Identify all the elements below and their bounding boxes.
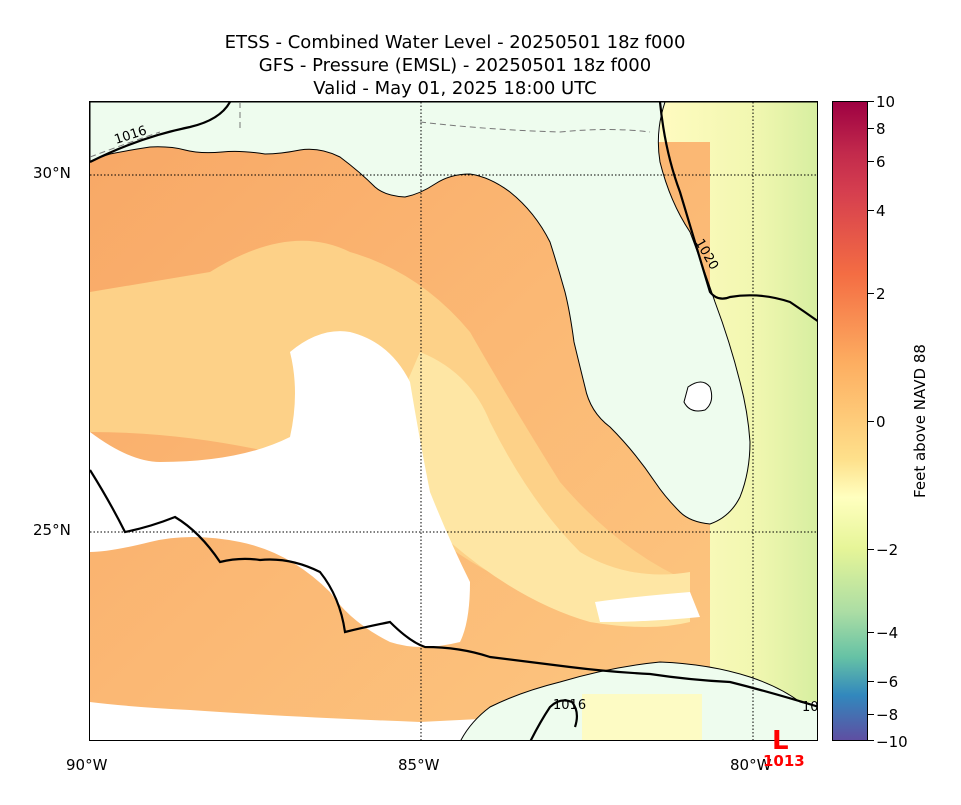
cuba-shelf-shading <box>582 694 702 740</box>
colorbar-tick <box>868 632 874 633</box>
colorbar-label-2: 2 <box>876 285 886 303</box>
isobar-1016-cuba <box>529 699 579 740</box>
us-land-mass <box>90 102 817 525</box>
lat-label-30n: 30°N <box>33 164 71 182</box>
colorbar-tick <box>868 210 874 211</box>
colorbar-tick <box>868 421 874 422</box>
colorbar-tick <box>868 161 874 162</box>
colorbar-label-10: 10 <box>876 93 896 111</box>
isobar-1016-south <box>90 469 817 708</box>
colorbar-label-0: 0 <box>876 413 886 431</box>
map-title-line-3: Valid - May 01, 2025 18:00 UTC <box>313 78 597 99</box>
map-title-line-1: ETSS - Combined Water Level - 20250501 1… <box>224 32 686 53</box>
colorbar-label-neg8: −8 <box>876 706 899 724</box>
colorbar-tick <box>868 101 874 102</box>
colorbar-label-8: 8 <box>876 120 886 138</box>
low-pressure-value: 1013 <box>763 752 805 770</box>
lat-label-25n: 25°N <box>33 521 71 539</box>
no-data-strait <box>595 592 700 622</box>
lon-label-80w: 80°W <box>730 756 772 774</box>
colorbar <box>832 101 868 741</box>
map-panel[interactable]: 1016 1020 1016 10 <box>89 101 818 741</box>
no-data-region-central <box>90 331 470 647</box>
colorbar-tick <box>868 681 874 682</box>
lon-label-90w: 90°W <box>66 756 108 774</box>
colorbar-tick <box>868 549 874 550</box>
lake-okeechobee <box>683 381 713 412</box>
isobar-label-10-se: 10 <box>802 700 818 715</box>
colorbar-title: Feet above NAVD 88 <box>911 344 929 498</box>
colorbar-label-neg10: −10 <box>876 733 908 751</box>
map-canvas: 1016 1020 1016 10 <box>90 102 818 740</box>
map-title-line-2: GFS - Pressure (EMSL) - 20250501 18z f00… <box>258 55 652 76</box>
colorbar-tick <box>868 740 874 741</box>
colorbar-tick <box>868 293 874 294</box>
low-pressure-symbol: L <box>772 726 789 756</box>
colorbar-label-neg6: −6 <box>876 673 899 691</box>
isobar-label-1016-cuba: 1016 <box>553 698 586 713</box>
colorbar-tick <box>868 128 874 129</box>
gulf-low-band <box>390 352 690 627</box>
graticule <box>90 102 817 740</box>
isobar-1016-north <box>90 102 231 163</box>
isobar-1020 <box>658 102 817 322</box>
colorbar-label-neg2: −2 <box>876 541 899 559</box>
colorbar-label-6: 6 <box>876 153 886 171</box>
colorbar-tick <box>868 714 874 715</box>
colorbar-label-4: 4 <box>876 202 886 220</box>
state-border <box>90 102 651 158</box>
colorbar-label-neg4: −4 <box>876 624 899 642</box>
lon-label-85w: 85°W <box>398 756 440 774</box>
